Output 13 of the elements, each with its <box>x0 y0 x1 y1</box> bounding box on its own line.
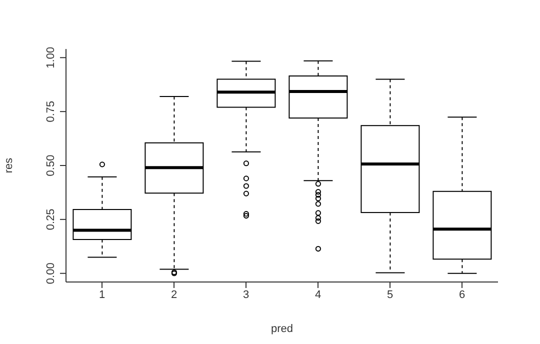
x-tick-label: 4 <box>314 288 322 301</box>
y-tick-label: 0.75 <box>45 100 57 122</box>
x-tick-label: 1 <box>98 288 106 301</box>
y-tick-label: 1.00 <box>45 46 57 68</box>
x-tick-label: 6 <box>458 288 466 301</box>
y-axis-title: res <box>2 157 15 174</box>
y-tick-label: 0.50 <box>45 154 57 176</box>
x-axis-title: pred <box>270 323 294 335</box>
y-tick-label: 0.25 <box>45 208 57 230</box>
y-tick-label: 0.00 <box>45 262 57 284</box>
x-tick-label: 5 <box>386 288 394 301</box>
x-tick-label: 3 <box>242 288 250 301</box>
x-tick-label: 2 <box>170 288 178 301</box>
